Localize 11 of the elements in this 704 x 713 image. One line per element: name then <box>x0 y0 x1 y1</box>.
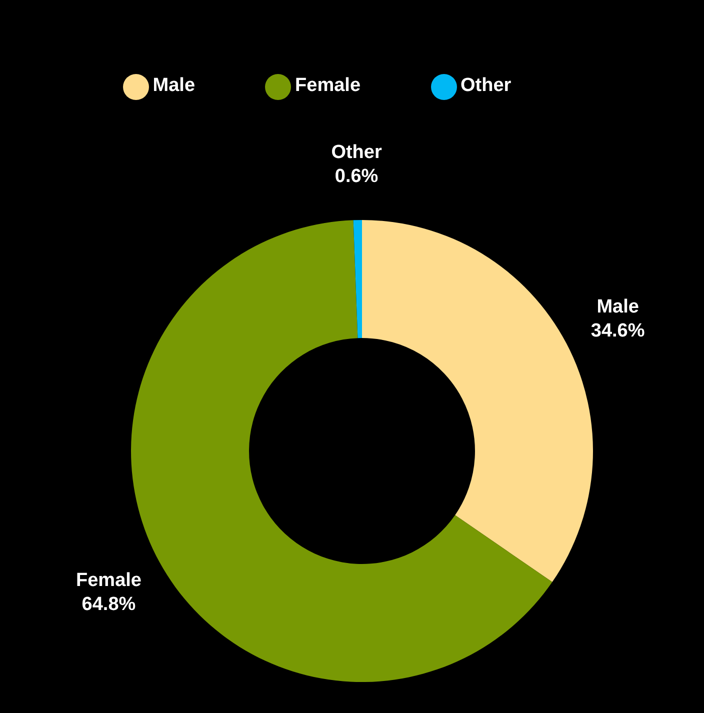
data-label: 0.6% <box>334 166 378 188</box>
data-label: 34.6% <box>590 320 645 342</box>
data-label: 64.8% <box>82 594 136 616</box>
donut-slice <box>362 220 593 582</box>
legend-label: Female <box>295 74 361 96</box>
legend-label: Male <box>152 74 196 96</box>
legend-label: Other <box>460 74 512 96</box>
slice-label: Other <box>331 142 382 164</box>
donut-slice <box>353 220 362 338</box>
slice-label: Male <box>596 296 639 318</box>
slice-label: Female <box>76 570 142 592</box>
